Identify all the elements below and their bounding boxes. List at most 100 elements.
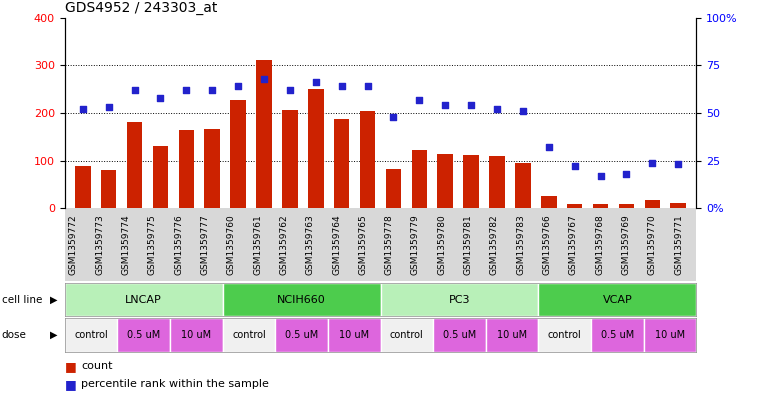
Point <box>465 102 477 108</box>
Text: GDS4952 / 243303_at: GDS4952 / 243303_at <box>65 1 217 15</box>
Bar <box>539 283 696 316</box>
Point <box>620 171 632 177</box>
Point <box>154 95 167 101</box>
Bar <box>223 283 380 316</box>
Bar <box>101 170 116 208</box>
Text: control: control <box>74 330 108 340</box>
Point <box>594 173 607 179</box>
Point <box>258 75 270 82</box>
Text: GSM1359778: GSM1359778 <box>384 214 393 275</box>
Text: control: control <box>548 330 581 340</box>
Bar <box>179 130 194 208</box>
Bar <box>231 100 246 208</box>
Text: 10 uM: 10 uM <box>181 330 212 340</box>
Text: GSM1359776: GSM1359776 <box>174 214 183 275</box>
Text: control: control <box>390 330 424 340</box>
Bar <box>275 318 328 352</box>
Bar <box>223 318 275 352</box>
Text: dose: dose <box>2 330 27 340</box>
Bar <box>65 318 117 352</box>
Text: GSM1359763: GSM1359763 <box>306 214 315 275</box>
Bar <box>567 204 582 208</box>
Bar <box>670 202 686 208</box>
Point <box>129 87 141 93</box>
Text: GSM1359772: GSM1359772 <box>68 214 78 275</box>
Bar <box>205 129 220 208</box>
Text: NCIH660: NCIH660 <box>277 295 326 305</box>
Bar <box>360 110 375 208</box>
Text: GSM1359782: GSM1359782 <box>490 214 499 275</box>
Text: GSM1359777: GSM1359777 <box>200 214 209 275</box>
Text: GSM1359762: GSM1359762 <box>279 214 288 275</box>
Text: cell line: cell line <box>2 295 42 305</box>
Point <box>310 79 322 86</box>
Text: count: count <box>81 361 113 371</box>
Bar <box>328 318 380 352</box>
Bar <box>380 318 433 352</box>
Bar <box>386 169 401 208</box>
Text: GSM1359760: GSM1359760 <box>227 214 236 275</box>
Bar <box>438 154 453 208</box>
Text: GSM1359768: GSM1359768 <box>595 214 604 275</box>
Bar <box>489 156 505 208</box>
Point <box>543 144 555 151</box>
Text: 0.5 uM: 0.5 uM <box>600 330 634 340</box>
Bar <box>308 89 323 208</box>
Point <box>232 83 244 90</box>
Bar <box>412 150 427 208</box>
Bar <box>334 119 349 208</box>
Bar <box>380 283 539 316</box>
Text: percentile rank within the sample: percentile rank within the sample <box>81 379 269 389</box>
Point <box>413 97 425 103</box>
Bar <box>282 110 298 208</box>
Bar <box>75 166 91 208</box>
Point <box>387 114 400 120</box>
Point <box>568 163 581 169</box>
Text: ■: ■ <box>65 360 76 373</box>
Point <box>491 106 503 112</box>
Bar <box>170 318 223 352</box>
Bar <box>591 318 644 352</box>
Point <box>517 108 529 114</box>
Point <box>284 87 296 93</box>
Point <box>206 87 218 93</box>
Text: GSM1359779: GSM1359779 <box>411 214 420 275</box>
Bar <box>541 196 556 208</box>
Bar <box>486 318 539 352</box>
Point <box>361 83 374 90</box>
Text: 10 uM: 10 uM <box>655 330 685 340</box>
Point <box>180 87 193 93</box>
Text: 10 uM: 10 uM <box>497 330 527 340</box>
Text: GSM1359770: GSM1359770 <box>648 214 657 275</box>
Text: 0.5 uM: 0.5 uM <box>127 330 161 340</box>
Text: ■: ■ <box>65 378 76 391</box>
Point <box>103 104 115 110</box>
Text: GSM1359765: GSM1359765 <box>358 214 368 275</box>
Text: GSM1359775: GSM1359775 <box>148 214 157 275</box>
Text: GSM1359761: GSM1359761 <box>253 214 262 275</box>
Text: 10 uM: 10 uM <box>339 330 369 340</box>
Bar <box>463 155 479 208</box>
Text: ▶: ▶ <box>49 295 57 305</box>
Text: GSM1359774: GSM1359774 <box>122 214 130 275</box>
Point <box>77 106 89 112</box>
Bar <box>256 60 272 208</box>
Bar <box>593 204 608 208</box>
Text: GSM1359767: GSM1359767 <box>569 214 578 275</box>
Point <box>336 83 348 90</box>
Text: control: control <box>232 330 266 340</box>
Text: 0.5 uM: 0.5 uM <box>443 330 476 340</box>
Text: GSM1359769: GSM1359769 <box>622 214 631 275</box>
Text: ▶: ▶ <box>49 330 57 340</box>
Text: LNCAP: LNCAP <box>126 295 162 305</box>
Bar <box>619 204 634 208</box>
Text: GSM1359773: GSM1359773 <box>95 214 104 275</box>
Point <box>672 161 684 167</box>
Text: GSM1359766: GSM1359766 <box>543 214 552 275</box>
Text: VCAP: VCAP <box>603 295 632 305</box>
Text: GSM1359783: GSM1359783 <box>516 214 525 275</box>
Text: GSM1359780: GSM1359780 <box>438 214 446 275</box>
Bar <box>539 318 591 352</box>
Bar <box>644 318 696 352</box>
Bar <box>65 283 223 316</box>
